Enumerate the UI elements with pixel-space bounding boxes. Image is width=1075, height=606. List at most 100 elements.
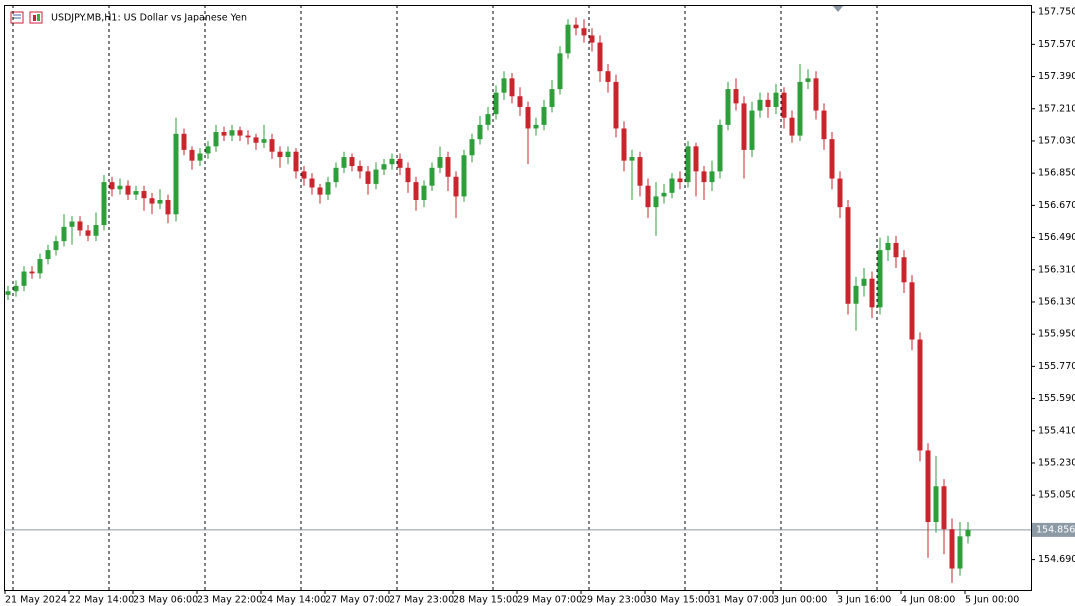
candle-body — [645, 185, 651, 208]
candle-body — [237, 130, 243, 136]
candle-body — [557, 53, 563, 90]
candle-body — [349, 157, 355, 167]
candle-body — [205, 146, 211, 154]
candle-body — [365, 171, 371, 184]
candle-body — [693, 146, 699, 172]
x-tick-label: 27 May 07:00 — [325, 595, 390, 606]
candle-body — [181, 133, 187, 150]
y-tick-label: 155.590 — [1038, 393, 1075, 404]
candle-body — [93, 225, 99, 236]
candle-body — [61, 226, 67, 242]
candle-body — [485, 114, 491, 125]
x-tick-label: 4 Jun 08:00 — [901, 595, 955, 606]
x-tick-label: 22 May 14:00 — [69, 595, 134, 606]
candle-body — [493, 92, 499, 115]
current-price-box — [1032, 522, 1075, 537]
candle-body — [101, 182, 107, 226]
candle-body — [621, 128, 627, 161]
candle-body — [309, 178, 315, 188]
x-tick-label: 24 May 14:00 — [261, 595, 326, 606]
candle-body — [373, 169, 379, 184]
candle-body — [389, 158, 395, 165]
candle-body — [637, 157, 643, 186]
candle-body — [413, 182, 419, 200]
y-tick-label: 156.310 — [1038, 264, 1075, 275]
y-tick-label: 156.670 — [1038, 200, 1075, 211]
candle-body — [765, 99, 771, 107]
candle-body — [549, 89, 555, 107]
candle-body — [253, 137, 259, 143]
candle-body — [21, 271, 27, 286]
candle-body — [685, 146, 691, 183]
candle-body — [125, 185, 131, 195]
candle-body — [829, 139, 835, 179]
y-tick-label: 154.690 — [1038, 554, 1075, 565]
candle-body — [29, 271, 35, 274]
x-tick-label: 3 Jun 16:00 — [837, 595, 891, 606]
candle-body — [597, 42, 603, 72]
candle-body — [925, 450, 931, 523]
candle-body — [221, 132, 227, 136]
candle-body — [445, 157, 451, 177]
title-icons — [10, 11, 43, 24]
candle-body — [141, 191, 147, 199]
candle-body — [797, 81, 803, 136]
y-tick-label: 155.410 — [1038, 425, 1075, 436]
y-tick-label: 157.750 — [1038, 7, 1075, 18]
candle-body — [757, 99, 763, 111]
candle-body — [613, 81, 619, 129]
candle-body — [893, 242, 899, 258]
candle-body — [405, 167, 411, 183]
candle-body — [781, 92, 787, 118]
candle-body — [197, 153, 203, 161]
candle-body — [461, 155, 467, 197]
candle-body — [861, 278, 867, 286]
candle-body — [701, 171, 707, 183]
candle-body — [581, 28, 587, 36]
y-tick-label: 157.570 — [1038, 39, 1075, 50]
candle-body — [957, 536, 963, 569]
plot-frame — [4, 5, 1032, 591]
candle-body — [501, 78, 507, 93]
x-tick-label: 21 May 2024 — [5, 595, 67, 606]
candle-body — [157, 200, 163, 204]
candle-body — [509, 78, 515, 97]
y-tick-label: 156.850 — [1038, 168, 1075, 179]
candle-body — [189, 149, 195, 161]
y-tick-label: 157.390 — [1038, 71, 1075, 82]
candle-body — [437, 157, 443, 168]
candle-body — [261, 139, 267, 143]
candle-body — [837, 178, 843, 208]
candle-body — [149, 198, 155, 204]
current-price-label: 154.856 — [1036, 524, 1075, 535]
candle-body — [709, 171, 715, 183]
x-tick-label: 23 May 06:00 — [133, 595, 198, 606]
y-tick-label: 156.490 — [1038, 232, 1075, 243]
candle-body — [789, 117, 795, 136]
candle-body — [285, 151, 291, 158]
icon — [33, 15, 36, 21]
candle-body — [341, 157, 347, 168]
candle-body — [821, 110, 827, 140]
candle-body — [165, 200, 171, 215]
candle-body — [133, 191, 139, 195]
y-tick-label: 157.210 — [1038, 103, 1075, 114]
candle-body — [565, 24, 571, 54]
candle-body — [541, 106, 547, 125]
candle-body — [469, 139, 475, 156]
candle-body — [13, 285, 19, 292]
x-tick-label: 5 Jun 00:00 — [965, 595, 1019, 606]
candle-body — [333, 167, 339, 183]
y-tick-label: 156.130 — [1038, 296, 1075, 307]
candle-body — [45, 250, 51, 260]
candle-body — [909, 282, 915, 340]
candle-body — [573, 24, 579, 29]
candle-body — [325, 182, 331, 195]
candle-body — [605, 71, 611, 82]
x-tick-label: 23 May 22:00 — [197, 595, 262, 606]
candle-body — [869, 278, 875, 308]
candle-body — [357, 166, 363, 172]
candle-body — [813, 78, 819, 111]
